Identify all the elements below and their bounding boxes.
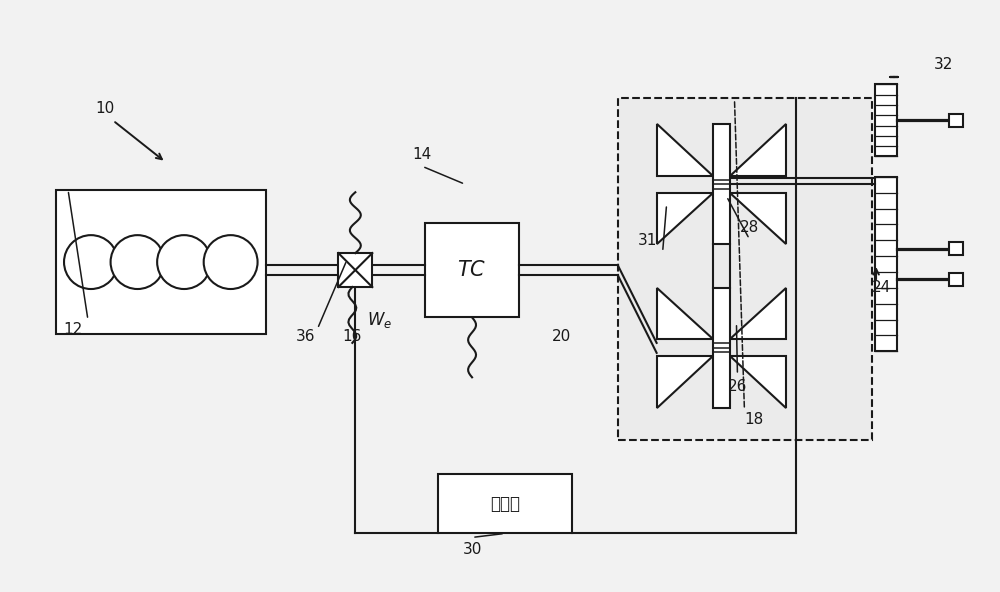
Text: 28: 28: [740, 220, 759, 234]
Text: 36: 36: [296, 329, 315, 345]
Bar: [949, 273, 963, 286]
Text: 26: 26: [728, 379, 747, 394]
Bar: [338, 253, 372, 287]
Text: 24: 24: [871, 279, 891, 295]
Text: 30: 30: [462, 542, 482, 557]
Bar: [875, 177, 897, 352]
Bar: [875, 85, 897, 156]
Bar: [949, 114, 963, 127]
Text: 20: 20: [552, 329, 571, 345]
Circle shape: [64, 235, 118, 289]
Text: 32: 32: [934, 57, 954, 72]
Polygon shape: [657, 356, 713, 408]
Text: 16: 16: [343, 329, 362, 345]
Bar: [713, 124, 730, 244]
Text: 12: 12: [63, 323, 83, 337]
Circle shape: [157, 235, 211, 289]
Text: 14: 14: [413, 147, 432, 162]
Polygon shape: [730, 288, 786, 339]
Circle shape: [204, 235, 258, 289]
Text: 10: 10: [95, 101, 115, 117]
Bar: [949, 242, 963, 255]
Bar: [618, 98, 872, 440]
Bar: [425, 223, 519, 317]
Polygon shape: [657, 288, 713, 339]
Bar: [713, 288, 730, 408]
Text: 31: 31: [638, 233, 657, 247]
Bar: [56, 190, 266, 334]
Text: 18: 18: [745, 412, 764, 427]
Polygon shape: [730, 193, 786, 244]
Text: $W_e$: $W_e$: [367, 310, 392, 330]
Text: 控制器: 控制器: [490, 494, 520, 513]
Text: $TC$: $TC$: [457, 260, 487, 280]
Bar: [438, 474, 572, 533]
Polygon shape: [730, 124, 786, 176]
Polygon shape: [657, 193, 713, 244]
Circle shape: [111, 235, 164, 289]
Polygon shape: [657, 124, 713, 176]
Polygon shape: [730, 356, 786, 408]
